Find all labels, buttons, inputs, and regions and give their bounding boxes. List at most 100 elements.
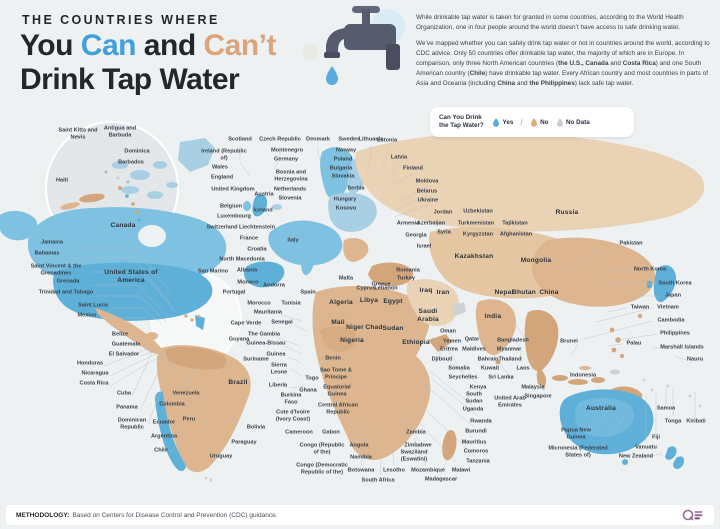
label-serbia: Serbia [347,185,365,192]
label-israel: Israel [416,243,432,250]
label-poland: Poland [333,156,353,163]
label-el-salvador: El Salvador [108,351,140,358]
label-guinea-bissau: Guinea-Bissau [246,340,286,347]
label-nauru: Nauru [686,356,704,363]
label-czech-republic: Czech Republic [259,136,301,143]
intro-paragraph-2: We’ve mapped whether you can safely drin… [416,39,710,87]
label-costa-rica: Costa Rica [79,380,109,387]
region-south-america [155,345,251,482]
label-samoa: Samoa [656,405,676,412]
label-bangladesh: Bangladesh [497,337,529,344]
label-ireland-republic-of: Ireland (Republic of) [201,148,247,161]
label-albania: Albania [236,267,258,274]
label-south-korea: South Korea [658,280,692,287]
label-argentina: Argentina [150,433,178,440]
label-belize: Belize [111,331,129,338]
label-colombia: Colombia [159,401,185,408]
label-honduras: Honduras [76,360,104,367]
label-kazakhstan: Kazakhstan [454,253,494,261]
label-ethiopia: Ethiopia [402,339,430,347]
label-papua-new-guinea: Papua New Guinea [561,427,591,440]
cape-verde-islands [184,314,201,322]
label-guinea: Guinea [266,351,286,358]
label-canada: Canada [110,222,136,230]
methodology-label: METHODOLOGY: [16,511,70,519]
legend-item-no-data: No Data [556,117,590,128]
label-senegal: Senegal [271,319,293,326]
label-congo-republic-of-the: Congo (Republic of the) [299,442,345,455]
label-vanuatu: Vanuatu [635,444,657,451]
label-kyrgyzstan: Kyrgyzstan [462,231,494,238]
label-turkmenistan: Turkmenistan [457,220,495,227]
label-cuba: Cuba [117,390,131,397]
label-chad: Chad [365,324,383,332]
legend-question: Can You Drink the Tap Water? [439,114,484,129]
label-benin: Benin [325,355,341,362]
label-laos: Laos [516,365,530,372]
title-cant: Can’t [203,29,276,62]
label-germany: Germany [273,156,299,163]
label-guyana: Guyana [228,336,250,343]
label-portugal: Portugal [222,289,246,296]
region-oceania [559,378,702,470]
label-rwanda: Rwanda [470,418,492,425]
label-bhutan: Bhutan [512,289,536,297]
label-ecuador: Ecuador [152,419,176,426]
label-mongolia: Mongolia [520,257,552,265]
label-eritrea: Eritrea [440,346,458,353]
label-mauritania: Mauritania [254,309,282,316]
label-burundi: Burundi [465,428,487,435]
label-tonga: Tonga [664,418,682,425]
label-micronesia-federated-states-of: Micronesia (Federated States of) [548,445,608,458]
label-iceland: Iceland [253,207,273,214]
label-malaysia: Malaysia [521,384,545,391]
label-panama: Panama [116,404,138,411]
label-togo: Togo [305,375,319,382]
label-taiwan: Taiwan [630,304,650,311]
label-malawi: Malawi [451,467,471,474]
label-cote-d-ivoire-ivory-coast: Cote d'Ivoire (Ivory Coast) [275,409,311,422]
label-england: England [210,174,234,181]
label-italy: Italy [287,237,299,244]
label-madagascar: Madagascar [424,476,458,483]
label-sri-lanka: Sri Lanka [488,374,514,381]
label-dominica: Dominica [124,148,150,155]
label-netherlands: Netherlands [273,186,307,193]
label-equatorial-guinea: Equatorial Guinea [323,384,351,397]
label-mexico: Mexico [77,312,97,319]
label-botswana: Botswana [347,467,375,474]
drop-icon-yes [493,117,499,127]
label-iran: Iran [436,289,450,297]
label-cyprus: Cyprus [356,285,376,292]
label-brunei: Brunei [560,338,578,345]
label-paraguay: Paraguay [231,439,257,446]
label-moldova: Moldova [415,178,439,185]
leader-lines [70,146,696,477]
label-spain: Spain [300,289,316,296]
label-mauritius: Mauritius [461,439,487,446]
label-comoros: Comoros [463,448,489,455]
label-somalia: Somalia [448,365,470,372]
label-grenada: Grenada [56,278,80,285]
label-lesotho: Lesotho [383,467,405,474]
label-dominican-republic: Dominican Republic [117,417,147,430]
label-belarus: Belarus [416,188,438,195]
label-kosovo: Kosovo [335,205,357,212]
label-oman: Oman [440,328,456,335]
label-seychelles: Seychelles [448,374,478,381]
label-morocco: Morocco [247,300,271,307]
label-france: France [239,235,259,242]
label-croatia: Croatia [247,246,267,253]
label-uganda: Uganda [462,406,484,413]
label-andorra: Andorra [263,282,285,289]
label-malta: Malta [338,275,354,282]
label-denmark: Denmark [306,136,330,143]
faucet-illustration [302,6,405,85]
label-slovakia: Slovakia [331,173,355,180]
label-india: India [484,313,502,321]
title-line-1: You Can and Can’t [20,29,276,62]
label-slovenia: Slovenia [278,195,302,202]
label-antigua-and-barbuda: Antigua and Barbuda [103,125,137,138]
